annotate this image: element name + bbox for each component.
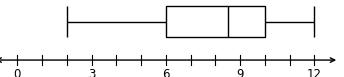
FancyBboxPatch shape [166,6,265,37]
Text: 9: 9 [236,68,244,77]
Text: 3: 3 [88,68,95,77]
Text: 12: 12 [307,68,322,77]
Text: 6: 6 [162,68,170,77]
Text: 0: 0 [14,68,21,77]
